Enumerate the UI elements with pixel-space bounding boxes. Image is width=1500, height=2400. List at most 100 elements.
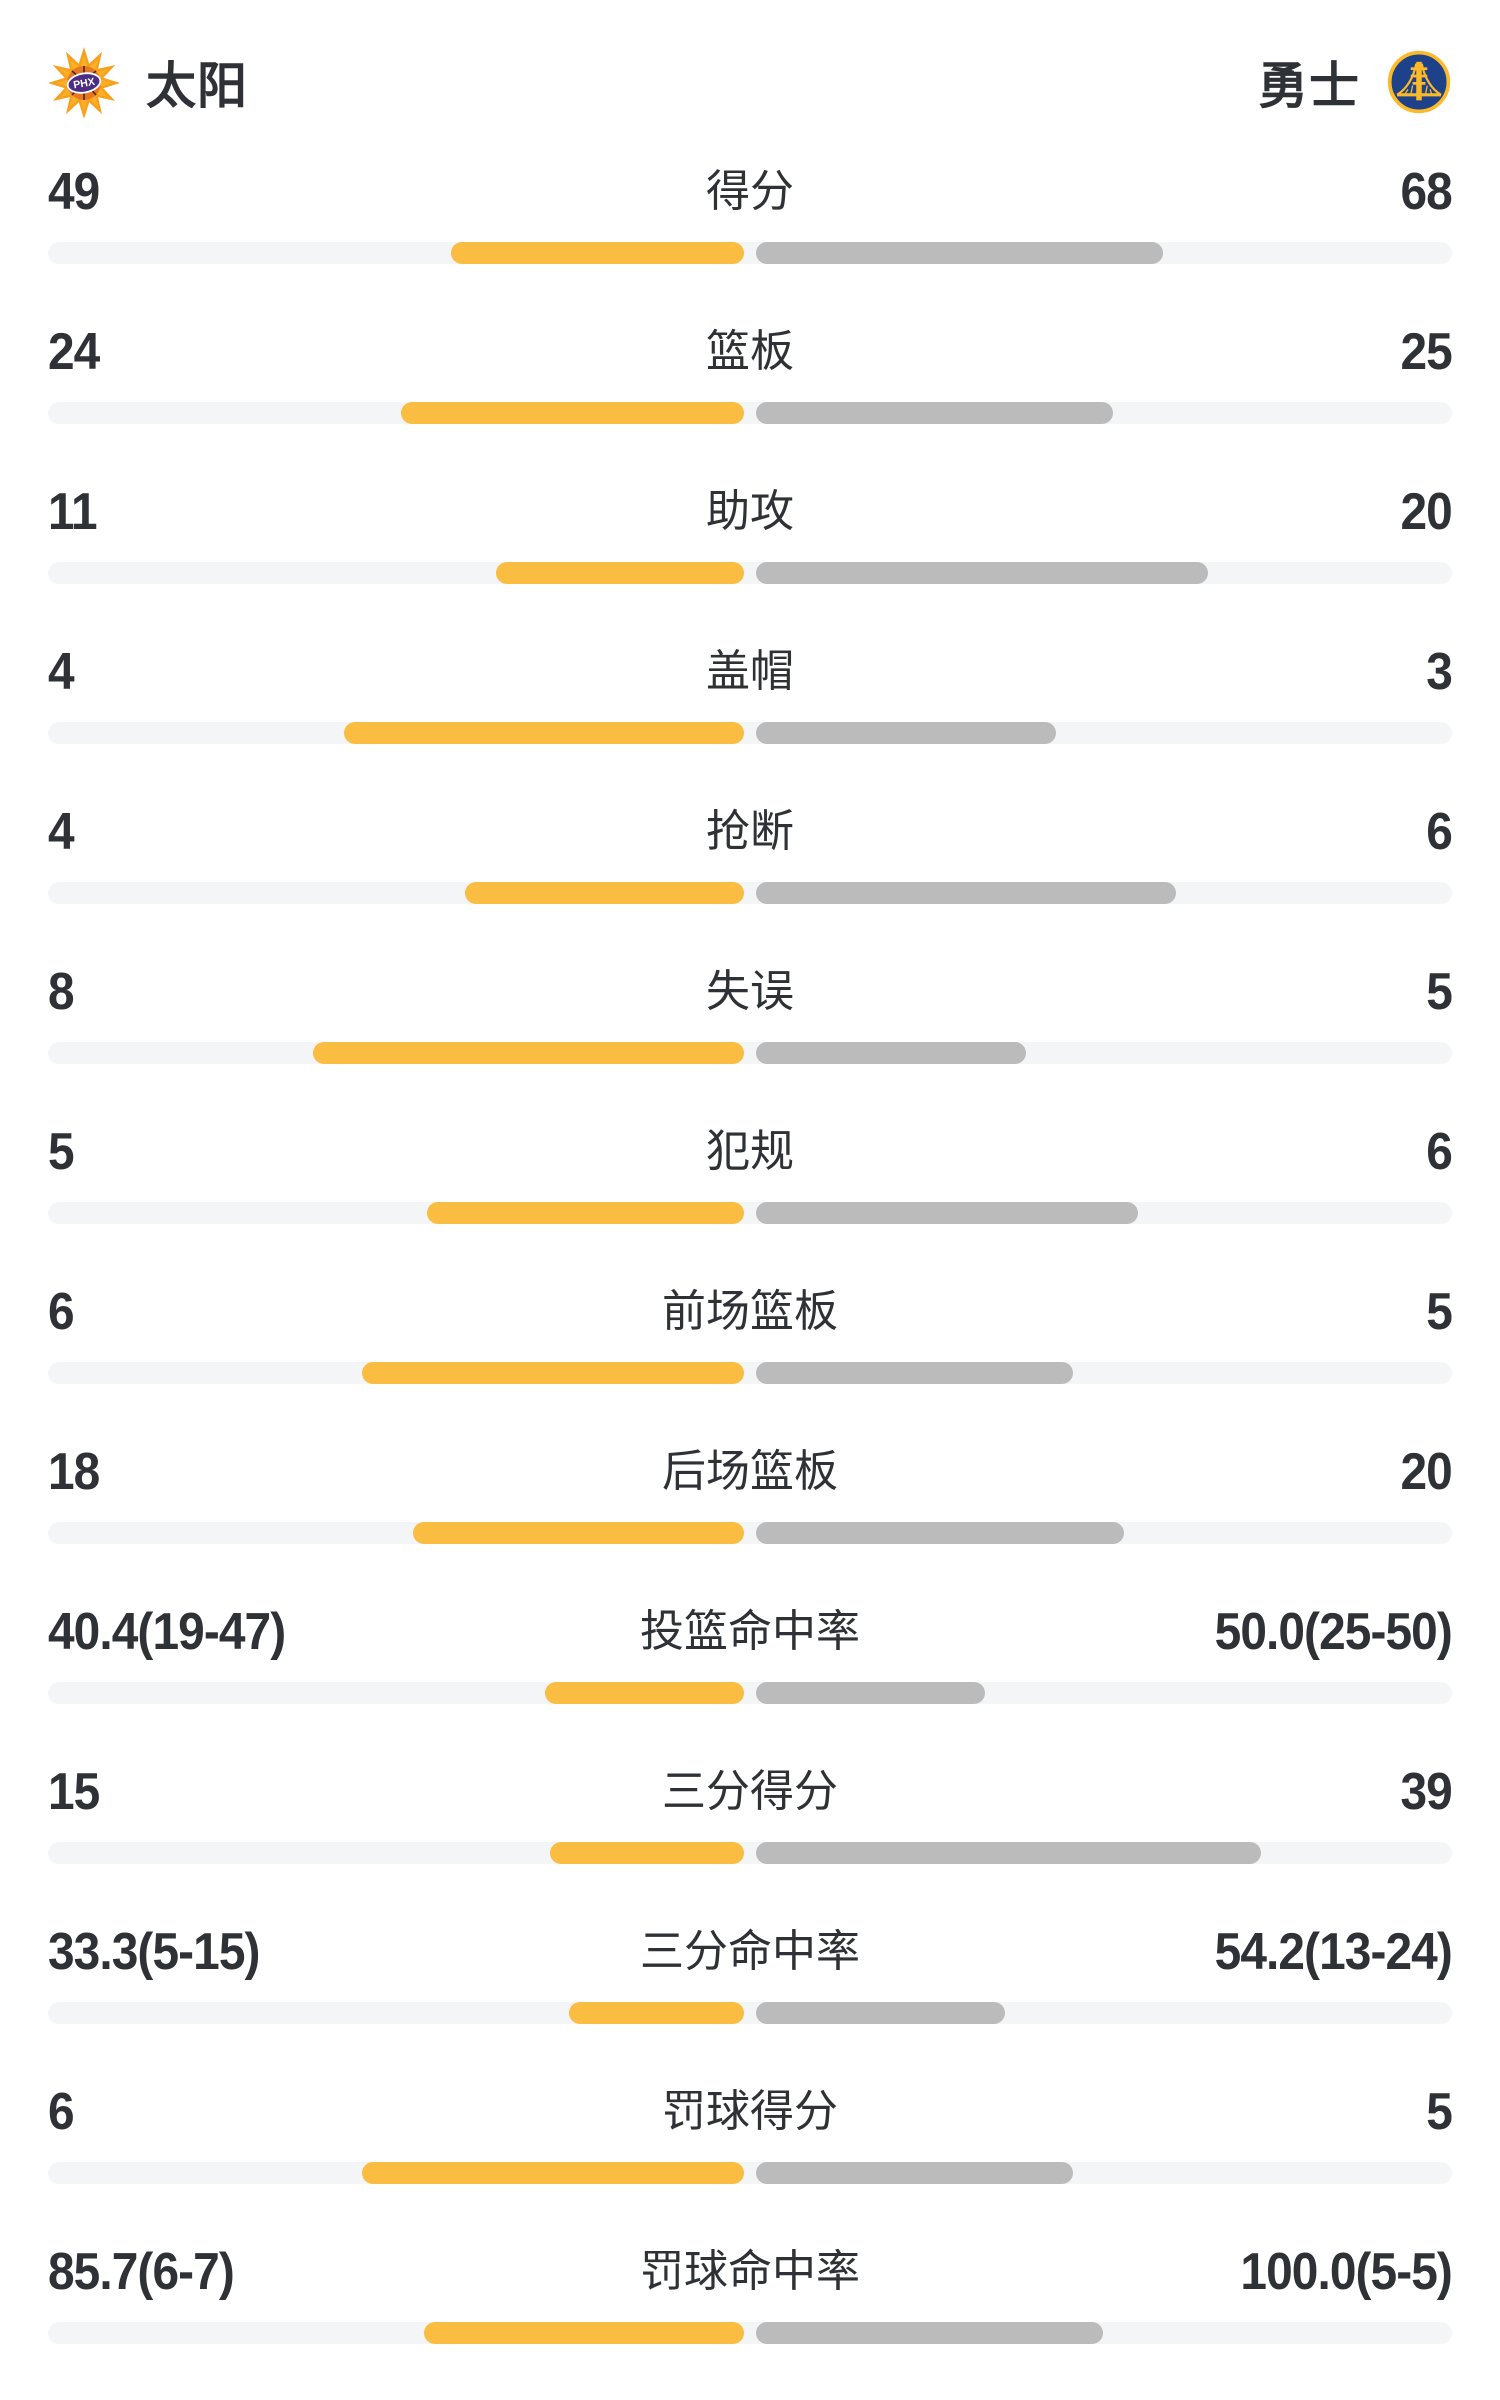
stat-label: 投篮命中率 — [640, 1607, 860, 1656]
stat-row: 4 抢断 6 — [0, 800, 1500, 960]
away-stat-value: 25 — [1400, 323, 1453, 381]
warriors-logo-icon — [1387, 50, 1451, 114]
away-stat-bar — [756, 2002, 1005, 2024]
away-stat-bar — [756, 242, 1164, 264]
stat-label: 三分命中率 — [640, 1927, 860, 1976]
away-stat-value: 5 — [1426, 1283, 1453, 1341]
home-stat-bar — [426, 1202, 744, 1224]
away-stat-value: 39 — [1400, 1763, 1453, 1821]
away-stat-value: 100.0(5-5) — [1240, 2243, 1452, 2301]
stat-row: 33.3(5-15) 三分命中率 54.2(13-24) — [0, 1920, 1500, 2080]
away-stat-value: 5 — [1426, 2083, 1453, 2141]
home-stat-bar — [362, 1362, 744, 1384]
away-stat-value: 3 — [1426, 643, 1453, 701]
stat-bar-track — [48, 1842, 1452, 1864]
away-stat-value: 50.0(25-50) — [1214, 1603, 1453, 1661]
stat-bar-track — [48, 2162, 1452, 2184]
away-stat-bar — [756, 722, 1057, 744]
home-stat-value: 40.4(19-47) — [48, 1603, 286, 1661]
stat-bar-track — [48, 1522, 1452, 1544]
stat-label: 抢断 — [706, 807, 794, 856]
home-stat-value: 85.7(6-7) — [48, 2243, 235, 2301]
stat-row: 6 罚球得分 5 — [0, 2080, 1500, 2240]
home-team-header: PHX 太阳 — [48, 46, 248, 118]
home-stat-value: 33.3(5-15) — [48, 1923, 260, 1981]
stats-list: 49 得分 68 24 篮板 25 11 助攻 — [0, 140, 1500, 2400]
stat-row: 85.7(6-7) 罚球命中率 100.0(5-5) — [0, 2240, 1500, 2400]
stat-bar-track — [48, 1202, 1452, 1224]
home-stat-bar — [464, 882, 744, 904]
stat-row: 6 前场篮板 5 — [0, 1280, 1500, 1440]
home-stat-value: 4 — [48, 643, 75, 701]
home-stat-bar — [362, 2162, 744, 2184]
away-stat-value: 54.2(13-24) — [1214, 1923, 1453, 1981]
away-team-name: 勇士 — [1258, 58, 1360, 114]
stat-row: 8 失误 5 — [0, 960, 1500, 1120]
home-stat-bar — [423, 2322, 744, 2344]
home-stat-bar — [550, 1842, 744, 1864]
away-stat-bar — [756, 1682, 985, 1704]
home-stat-bar — [568, 2002, 744, 2024]
home-stat-value: 15 — [48, 1763, 100, 1821]
stat-row: 18 后场篮板 20 — [0, 1440, 1500, 1600]
home-stat-bar — [343, 722, 744, 744]
stat-bar-track — [48, 722, 1452, 744]
home-stat-value: 8 — [48, 963, 75, 1021]
stat-row: 15 三分得分 39 — [0, 1760, 1500, 1920]
away-stat-value: 20 — [1400, 1443, 1453, 1501]
stat-bar-track — [48, 1042, 1452, 1064]
away-stat-bar — [756, 1042, 1026, 1064]
home-stat-value: 49 — [48, 163, 100, 221]
home-stat-value: 18 — [48, 1443, 100, 1501]
home-stat-bar — [401, 402, 744, 424]
stat-bar-track — [48, 402, 1452, 424]
away-stat-bar — [756, 2322, 1103, 2344]
stat-row: 24 篮板 25 — [0, 320, 1500, 480]
svg-text:PHX: PHX — [72, 76, 95, 92]
stat-row: 4 盖帽 3 — [0, 640, 1500, 800]
suns-logo-icon: PHX — [48, 47, 120, 118]
stat-bar-track — [48, 2322, 1452, 2344]
stat-bar-track — [48, 242, 1452, 264]
stat-bar-track — [48, 1682, 1452, 1704]
home-stat-bar — [412, 1522, 744, 1544]
away-team-header: 勇士 — [1258, 46, 1452, 118]
stat-row: 49 得分 68 — [0, 160, 1500, 320]
home-stat-bar — [312, 1042, 744, 1064]
home-stat-value: 6 — [48, 2083, 75, 2141]
stat-label: 罚球命中率 — [640, 2247, 860, 2296]
away-stat-bar — [756, 882, 1176, 904]
home-stat-bar — [450, 242, 744, 264]
away-stat-value: 68 — [1400, 163, 1453, 221]
stat-label: 得分 — [706, 167, 794, 216]
stat-label: 前场篮板 — [662, 1287, 838, 1336]
home-team-name: 太阳 — [146, 58, 248, 114]
away-stat-bar — [756, 562, 1209, 584]
stat-bar-track — [48, 882, 1452, 904]
away-stat-value: 6 — [1426, 803, 1453, 861]
stat-bar-track — [48, 562, 1452, 584]
away-stat-value: 20 — [1400, 483, 1453, 541]
home-stat-value: 4 — [48, 803, 75, 861]
away-stat-bar — [756, 402, 1113, 424]
home-stat-bar — [495, 562, 744, 584]
stat-bar-track — [48, 1362, 1452, 1384]
stat-label: 盖帽 — [706, 647, 794, 696]
stat-row: 5 犯规 6 — [0, 1120, 1500, 1280]
stat-label: 三分得分 — [662, 1767, 838, 1816]
stat-label: 罚球得分 — [662, 2087, 838, 2136]
home-stat-value: 11 — [48, 483, 98, 541]
away-stat-value: 5 — [1426, 963, 1453, 1021]
stat-label: 犯规 — [706, 1127, 794, 1176]
away-stat-value: 6 — [1426, 1123, 1453, 1181]
away-stat-bar — [756, 1362, 1074, 1384]
header: PHX 太阳 勇士 — [0, 0, 1500, 140]
home-stat-bar — [544, 1682, 744, 1704]
away-stat-bar — [756, 2162, 1074, 2184]
stat-row: 40.4(19-47) 投篮命中率 50.0(25-50) — [0, 1600, 1500, 1760]
home-stat-value: 6 — [48, 1283, 75, 1341]
stat-label: 篮板 — [706, 327, 794, 376]
away-stat-bar — [756, 1842, 1262, 1864]
stat-label: 助攻 — [706, 487, 794, 536]
